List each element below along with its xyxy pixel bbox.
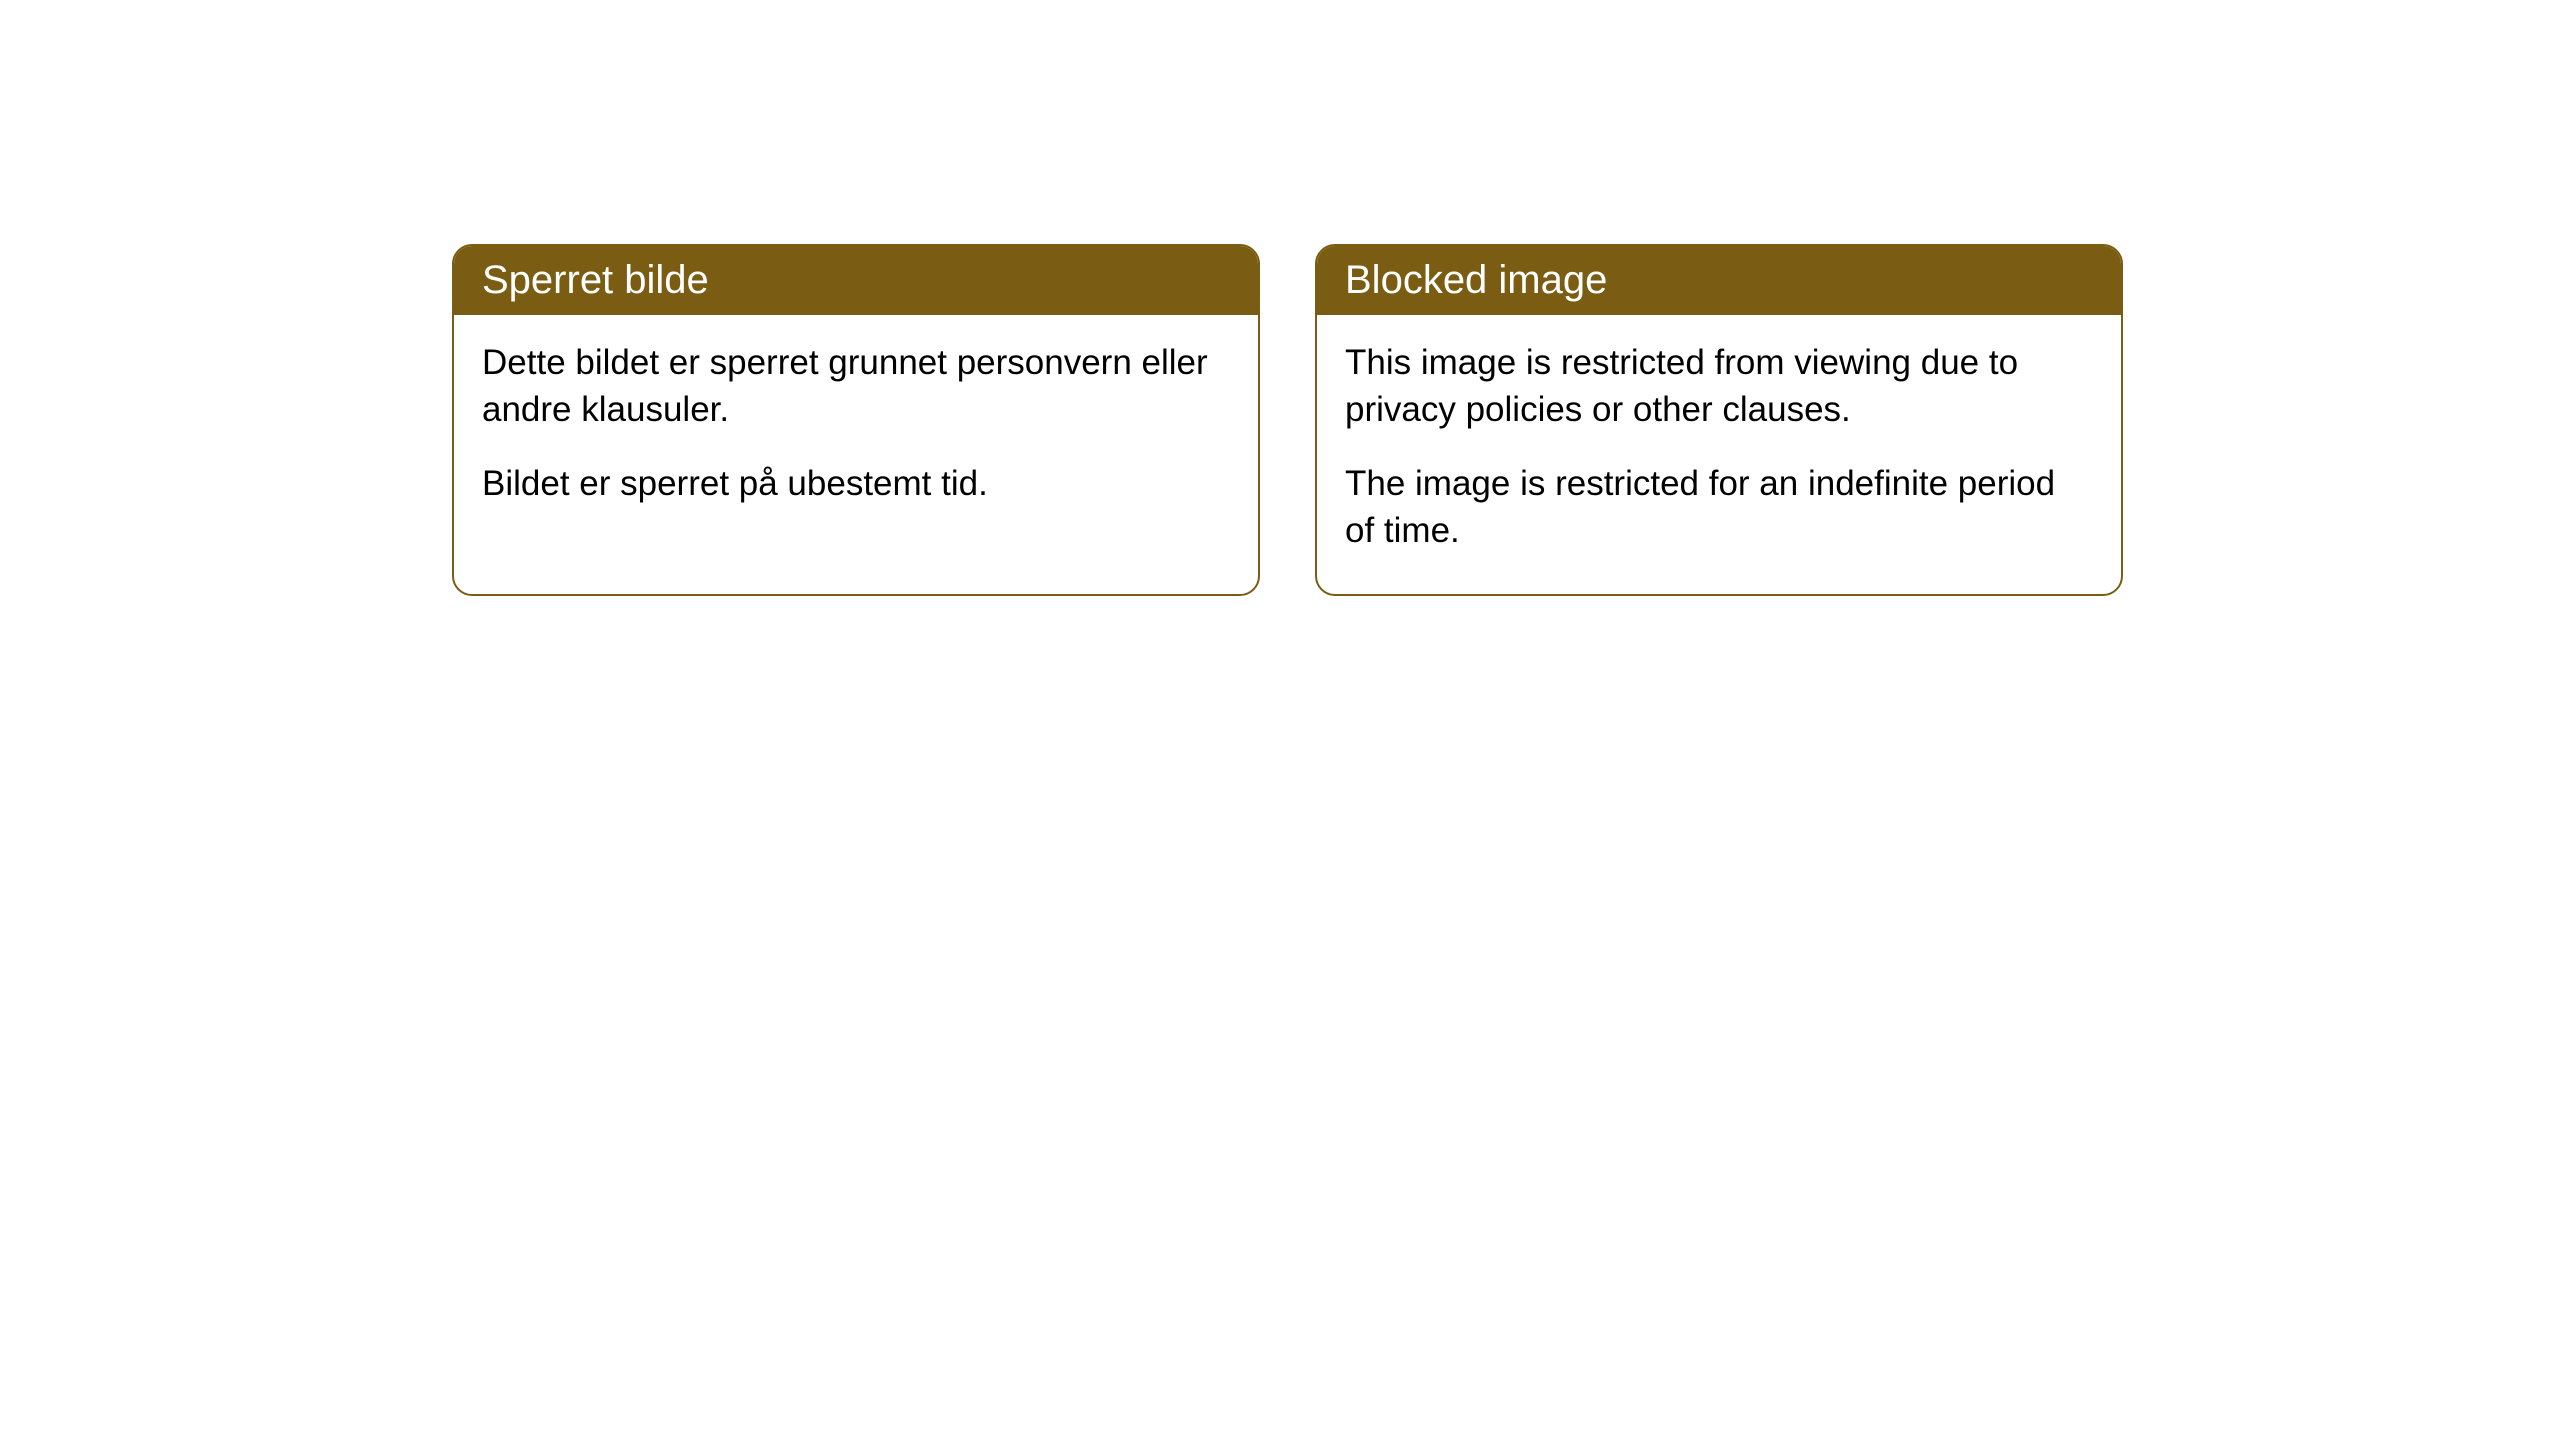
card-body-english: This image is restricted from viewing du… bbox=[1317, 315, 2121, 594]
card-text-1: Dette bildet er sperret grunnet personve… bbox=[482, 339, 1230, 434]
card-title: Blocked image bbox=[1345, 258, 1607, 302]
card-text-2: The image is restricted for an indefinit… bbox=[1345, 460, 2093, 555]
notice-container: Sperret bilde Dette bildet er sperret gr… bbox=[452, 244, 2123, 596]
card-header-norwegian: Sperret bilde bbox=[454, 246, 1258, 315]
card-body-norwegian: Dette bildet er sperret grunnet personve… bbox=[454, 315, 1258, 547]
card-text-2: Bildet er sperret på ubestemt tid. bbox=[482, 460, 1230, 507]
blocked-card-norwegian: Sperret bilde Dette bildet er sperret gr… bbox=[452, 244, 1260, 596]
blocked-card-english: Blocked image This image is restricted f… bbox=[1315, 244, 2123, 596]
card-title: Sperret bilde bbox=[482, 258, 709, 302]
card-text-1: This image is restricted from viewing du… bbox=[1345, 339, 2093, 434]
card-header-english: Blocked image bbox=[1317, 246, 2121, 315]
